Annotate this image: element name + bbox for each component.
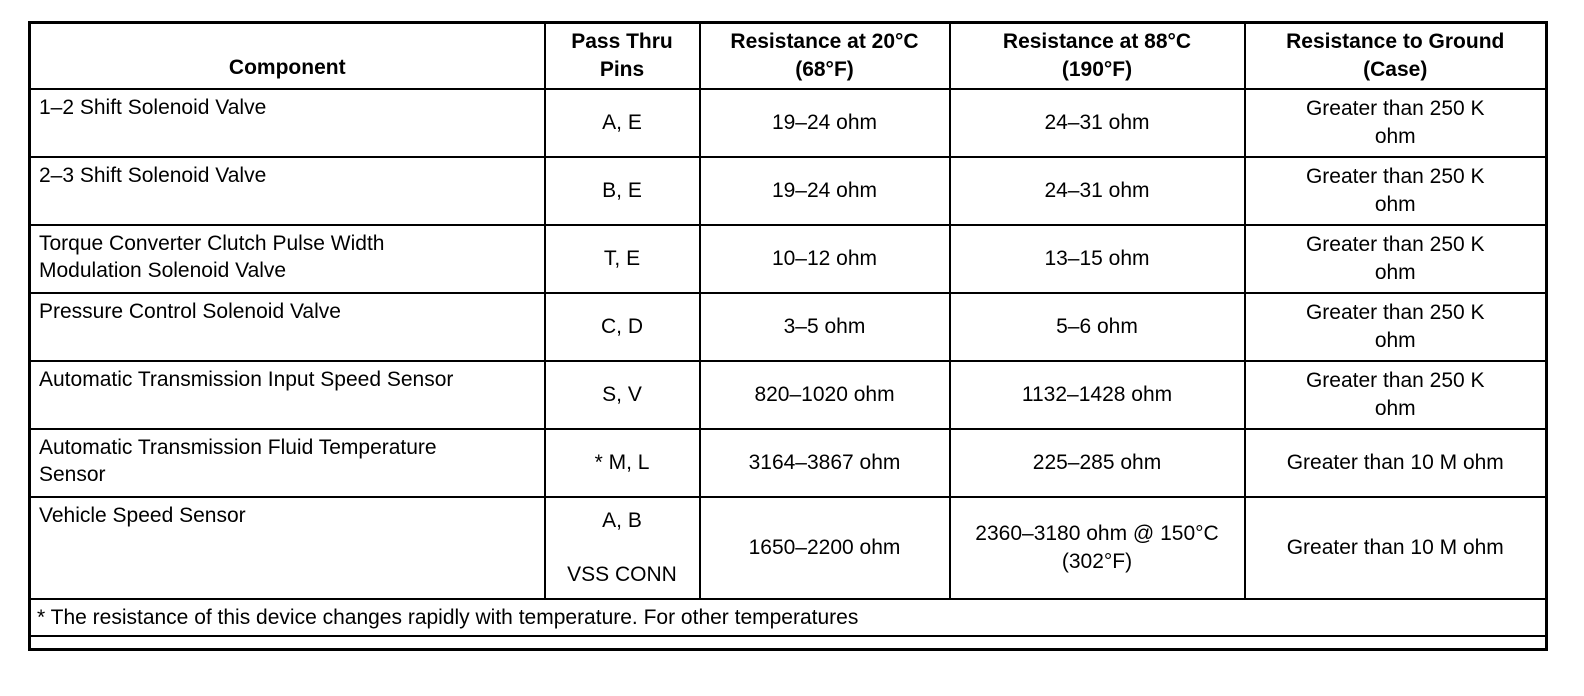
pins-cell: * M, L bbox=[543, 427, 701, 498]
footnote-row: * The resistance of this device changes … bbox=[28, 597, 1548, 637]
pins-cell: T, E bbox=[543, 223, 701, 294]
header-resistance-20c: Resistance at 20°C (68°F) bbox=[698, 21, 951, 90]
table-row: 2–3 Shift Solenoid Valve B, E 19–24 ohm … bbox=[28, 155, 1548, 226]
pins-cell: A, B VSS CONN bbox=[543, 495, 701, 600]
resistance-20c-cell: 19–24 ohm bbox=[698, 87, 951, 158]
pins-cell: A, E bbox=[543, 87, 701, 158]
resistance-88c-cell: 2360–3180 ohm @ 150°C (302°F) bbox=[948, 495, 1246, 600]
resistance-20c-cell: 3164–3867 ohm bbox=[698, 427, 951, 498]
pins-cell: C, D bbox=[543, 291, 701, 362]
empty-row bbox=[28, 634, 1548, 651]
resistance-ground-cell: Greater than 250 K ohm bbox=[1243, 359, 1548, 430]
resistance-ground-cell: Greater than 250 K ohm bbox=[1243, 87, 1548, 158]
footnote-text: * The resistance of this device changes … bbox=[28, 597, 1548, 637]
resistance-ground-cell: Greater than 10 M ohm bbox=[1243, 495, 1548, 600]
resistance-88c-cell: 225–285 ohm bbox=[948, 427, 1246, 498]
resistance-ground-cell: Greater than 250 K ohm bbox=[1243, 223, 1548, 294]
resistance-ground-cell: Greater than 250 K ohm bbox=[1243, 291, 1548, 362]
resistance-20c-cell: 1650–2200 ohm bbox=[698, 495, 951, 600]
resistance-20c-cell: 10–12 ohm bbox=[698, 223, 951, 294]
table-row: Automatic Transmission Input Speed Senso… bbox=[28, 359, 1548, 430]
table-row: Torque Converter Clutch Pulse Width Modu… bbox=[28, 223, 1548, 294]
resistance-specification-table: Component Pass Thru Pins Resistance at 2… bbox=[28, 21, 1548, 652]
resistance-20c-cell: 820–1020 ohm bbox=[698, 359, 951, 430]
table-row: 1–2 Shift Solenoid Valve A, E 19–24 ohm … bbox=[28, 87, 1548, 158]
component-cell: Pressure Control Solenoid Valve bbox=[28, 291, 546, 362]
resistance-88c-cell: 24–31 ohm bbox=[948, 87, 1246, 158]
component-cell: 2–3 Shift Solenoid Valve bbox=[28, 155, 546, 226]
header-pass-thru-pins: Pass Thru Pins bbox=[543, 21, 701, 90]
resistance-ground-cell: Greater than 250 K ohm bbox=[1243, 155, 1548, 226]
component-cell: Vehicle Speed Sensor bbox=[28, 495, 546, 600]
header-resistance-88c: Resistance at 88°C (190°F) bbox=[948, 21, 1246, 90]
resistance-ground-cell: Greater than 10 M ohm bbox=[1243, 427, 1548, 498]
header-resistance-to-ground: Resistance to Ground (Case) bbox=[1243, 21, 1548, 90]
header-component: Component bbox=[28, 21, 546, 90]
resistance-88c-cell: 13–15 ohm bbox=[948, 223, 1246, 294]
resistance-88c-cell: 1132–1428 ohm bbox=[948, 359, 1246, 430]
component-cell: 1–2 Shift Solenoid Valve bbox=[28, 87, 546, 158]
resistance-20c-cell: 3–5 ohm bbox=[698, 291, 951, 362]
pins-cell: S, V bbox=[543, 359, 701, 430]
component-cell: Torque Converter Clutch Pulse Width Modu… bbox=[28, 223, 546, 294]
resistance-20c-cell: 19–24 ohm bbox=[698, 155, 951, 226]
table-row: Automatic Transmission Fluid Temperature… bbox=[28, 427, 1548, 498]
pins-cell: B, E bbox=[543, 155, 701, 226]
resistance-88c-cell: 5–6 ohm bbox=[948, 291, 1246, 362]
resistance-88c-cell: 24–31 ohm bbox=[948, 155, 1246, 226]
component-cell: Automatic Transmission Input Speed Senso… bbox=[28, 359, 546, 430]
table-row: Vehicle Speed Sensor A, B VSS CONN 1650–… bbox=[28, 495, 1548, 600]
table-row: Pressure Control Solenoid Valve C, D 3–5… bbox=[28, 291, 1548, 362]
header-row: Component Pass Thru Pins Resistance at 2… bbox=[28, 21, 1548, 90]
component-cell: Automatic Transmission Fluid Temperature… bbox=[28, 427, 546, 498]
empty-cell bbox=[28, 634, 1548, 651]
